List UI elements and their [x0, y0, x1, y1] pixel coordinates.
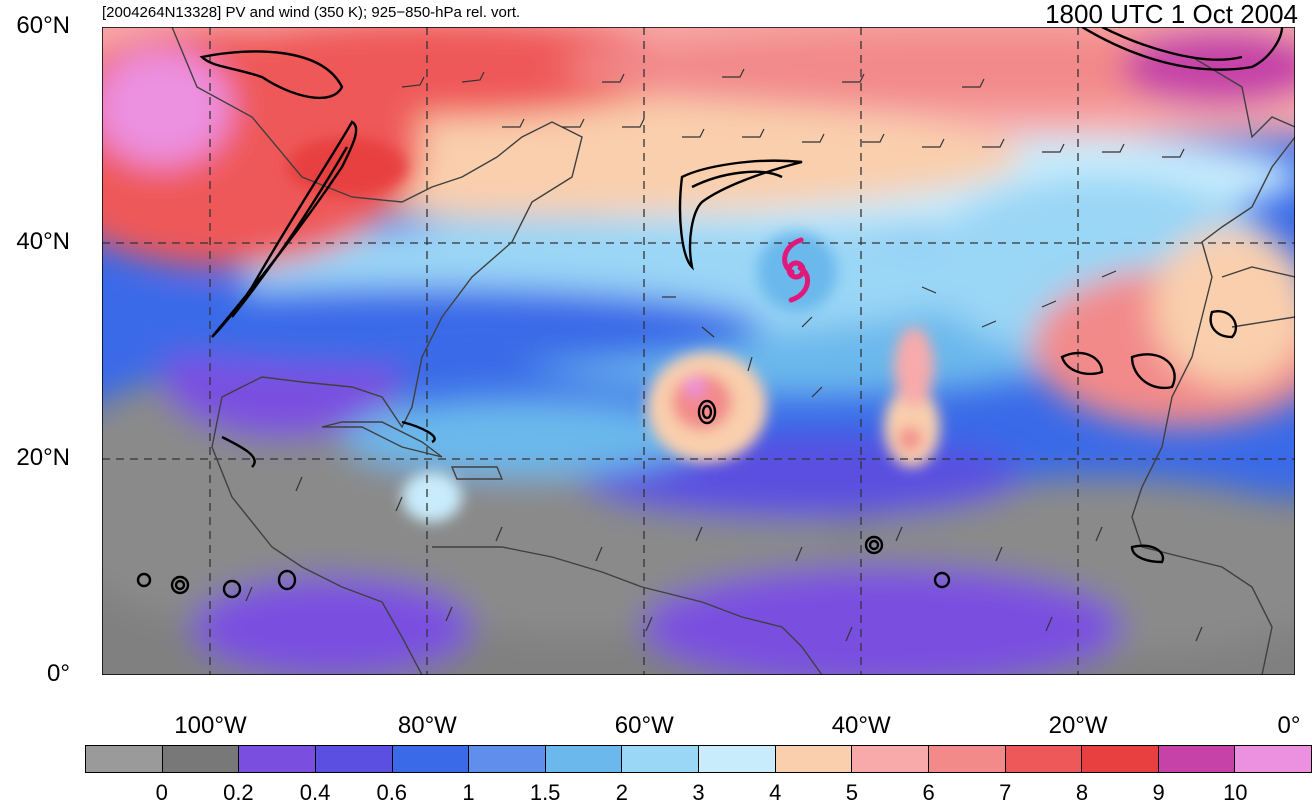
colorbar-swatch	[852, 746, 929, 772]
lon-label: 60°W	[614, 712, 674, 739]
colorbar-label: 0.4	[299, 780, 331, 805]
colorbar-label: 4	[769, 780, 782, 805]
colorbar-swatch	[239, 746, 316, 772]
colorbar-swatch	[86, 746, 163, 772]
lat-label: 20°N	[16, 444, 70, 471]
colorbar-swatch	[699, 746, 776, 772]
colorbar-label: 9	[1152, 780, 1165, 805]
colorbar	[85, 745, 1312, 773]
lon-label: 40°W	[831, 712, 891, 739]
colorbar-label: 7	[999, 780, 1012, 805]
colorbar-label: 8	[1075, 780, 1089, 805]
lat-label: 40°N	[16, 228, 70, 255]
map-panel	[102, 27, 1295, 675]
colorbar-swatch	[928, 746, 1006, 772]
colorbar-label: 5	[845, 780, 858, 805]
colorbar-swatch	[775, 746, 853, 772]
colorbar-swatch	[162, 746, 240, 772]
colorbar-label: 1	[462, 780, 475, 805]
colorbar-label: 2	[615, 780, 628, 805]
colorbar-label: 3	[692, 780, 705, 805]
lat-label: 60°N	[16, 12, 70, 39]
lon-label: 20°W	[1048, 712, 1108, 739]
map-canvas	[102, 27, 1295, 675]
lon-label: 100°W	[174, 712, 247, 739]
colorbar-swatch	[392, 746, 470, 772]
coastlines	[171, 27, 1295, 675]
lat-label: 0°	[47, 660, 70, 687]
colorbar-label: 0.6	[376, 780, 408, 805]
figure-timestamp: 1800 UTC 1 Oct 2004	[1045, 0, 1298, 29]
colorbar-swatch	[1082, 746, 1159, 772]
wind-barbs	[245, 68, 1203, 642]
lon-label: 80°W	[397, 712, 457, 739]
colorbar-swatch	[469, 746, 546, 772]
colorbar-swatch	[1005, 746, 1083, 772]
vorticity-contours	[136, 27, 1284, 599]
storm-symbol	[782, 237, 811, 303]
colorbar-label: 10	[1223, 780, 1248, 805]
colorbar-label: 6	[922, 780, 935, 805]
colorbar-swatch	[545, 746, 623, 772]
colorbar-swatch	[1235, 746, 1311, 772]
graticule-lines	[102, 27, 1295, 675]
lon-label: 0°	[1277, 712, 1301, 739]
storm-symbol-center	[786, 260, 806, 280]
figure-subtitle: [2004264N13328] PV and wind (350 K); 925…	[102, 4, 521, 21]
colorbar-swatch	[622, 746, 699, 772]
colorbar-label: 0	[155, 780, 168, 805]
colorbar-swatch	[315, 746, 393, 772]
colorbar-label: 0.2	[223, 780, 254, 805]
colorbar-label: 1.5	[529, 780, 561, 805]
pv-field-shading	[102, 27, 1295, 675]
colorbar-swatch	[1158, 746, 1236, 772]
